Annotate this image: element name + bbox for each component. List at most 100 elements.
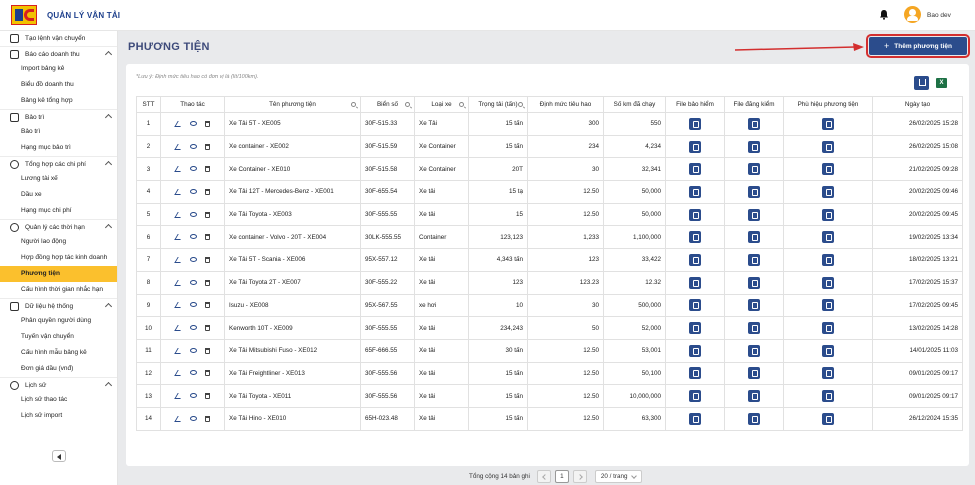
registration-file-button[interactable] <box>748 412 760 425</box>
registration-file-button[interactable] <box>748 299 760 312</box>
insurance-file-button[interactable] <box>689 344 701 357</box>
col-header[interactable]: Tên phương tiện <box>224 96 361 113</box>
edit-icon[interactable] <box>173 188 184 195</box>
sidebar-item-driver-salary[interactable]: Lương tài xế <box>21 175 58 182</box>
sidebar-group-revenue[interactable]: Báo cáo doanh thu <box>0 46 117 61</box>
search-icon[interactable] <box>351 102 356 107</box>
view-icon[interactable] <box>189 302 197 308</box>
view-icon[interactable] <box>189 256 197 262</box>
insurance-file-button[interactable] <box>689 299 701 312</box>
sidebar-item-revenue-chart[interactable]: Biểu đồ doanh thu <box>21 81 74 88</box>
sidebar-group-maintenance[interactable]: Bảo trì <box>0 109 117 124</box>
view-icon[interactable] <box>189 347 197 353</box>
edit-icon[interactable] <box>173 120 184 127</box>
sidebar-group-deadlines[interactable]: Quản lý các thời hạn <box>0 219 117 234</box>
delete-icon[interactable] <box>204 120 210 127</box>
view-icon[interactable] <box>189 325 197 331</box>
export-button[interactable] <box>914 76 929 90</box>
badge-file-button[interactable] <box>822 208 834 221</box>
insurance-file-button[interactable] <box>689 322 701 335</box>
badge-file-button[interactable] <box>822 140 834 153</box>
bell-icon[interactable] <box>879 9 889 20</box>
insurance-file-button[interactable] <box>689 140 701 153</box>
edit-icon[interactable] <box>173 234 184 241</box>
search-icon[interactable] <box>405 102 410 107</box>
sidebar-item-fuel[interactable]: Dầu xe <box>21 191 42 198</box>
insurance-file-button[interactable] <box>689 253 701 266</box>
insurance-file-button[interactable] <box>689 390 701 403</box>
badge-file-button[interactable] <box>822 276 834 289</box>
registration-file-button[interactable] <box>748 367 760 380</box>
sidebar-item-workers[interactable]: Người lao động <box>21 238 67 245</box>
registration-file-button[interactable] <box>748 208 760 221</box>
edit-icon[interactable] <box>173 393 184 400</box>
edit-icon[interactable] <box>173 325 184 332</box>
sidebar-item-import-history[interactable]: Lịch sử import <box>21 412 63 419</box>
sidebar-item-template-config[interactable]: Cấu hình mẫu bảng kê <box>21 349 87 356</box>
registration-file-button[interactable] <box>748 117 760 130</box>
app-logo[interactable] <box>11 5 37 25</box>
next-page-button[interactable] <box>572 470 587 483</box>
registration-file-button[interactable] <box>748 276 760 289</box>
registration-file-button[interactable] <box>748 231 760 244</box>
delete-icon[interactable] <box>204 302 210 309</box>
view-icon[interactable] <box>189 393 197 399</box>
sidebar-item-contracts[interactable]: Hợp đồng hợp tác kinh doanh <box>21 254 108 261</box>
col-header[interactable]: STT <box>136 96 161 113</box>
badge-file-button[interactable] <box>822 231 834 244</box>
sidebar-group-system-data[interactable]: Dữ liệu hệ thống <box>0 298 117 313</box>
sidebar-item-maintenance-category[interactable]: Hạng mục bảo trì <box>21 144 71 151</box>
view-icon[interactable] <box>189 120 197 126</box>
badge-file-button[interactable] <box>822 344 834 357</box>
badge-file-button[interactable] <box>822 163 834 176</box>
badge-file-button[interactable] <box>822 390 834 403</box>
prev-page-button[interactable] <box>536 470 551 483</box>
delete-icon[interactable] <box>204 211 210 218</box>
view-icon[interactable] <box>189 370 197 376</box>
delete-icon[interactable] <box>204 166 210 173</box>
edit-icon[interactable] <box>173 302 184 309</box>
col-header[interactable]: Ngày tạo <box>872 96 963 113</box>
insurance-file-button[interactable] <box>689 276 701 289</box>
sidebar-item-routes[interactable]: Tuyến vận chuyển <box>21 333 74 340</box>
view-icon[interactable] <box>189 143 197 149</box>
edit-icon[interactable] <box>173 211 184 218</box>
badge-file-button[interactable] <box>822 117 834 130</box>
badge-file-button[interactable] <box>822 412 834 425</box>
search-icon[interactable] <box>459 102 464 107</box>
insurance-file-button[interactable] <box>689 412 701 425</box>
insurance-file-button[interactable] <box>689 185 701 198</box>
delete-icon[interactable] <box>204 279 210 286</box>
col-header[interactable]: Trọng tải (tấn) <box>468 96 528 113</box>
edit-icon[interactable] <box>173 279 184 286</box>
excel-icon[interactable]: X <box>934 76 949 90</box>
registration-file-button[interactable] <box>748 253 760 266</box>
delete-icon[interactable] <box>204 325 210 332</box>
edit-icon[interactable] <box>173 347 184 354</box>
view-icon[interactable] <box>189 166 197 172</box>
sidebar-item-permissions[interactable]: Phân quyền người dùng <box>21 317 92 324</box>
col-header[interactable]: Định mức tiêu hao <box>527 96 604 113</box>
registration-file-button[interactable] <box>748 163 760 176</box>
registration-file-button[interactable] <box>748 185 760 198</box>
delete-icon[interactable] <box>204 370 210 377</box>
delete-icon[interactable] <box>204 347 210 354</box>
sidebar-item-import[interactable]: Import bảng kê <box>21 65 65 72</box>
search-icon[interactable] <box>518 102 523 107</box>
sidebar-item-maintenance[interactable]: Bảo trì <box>21 128 41 135</box>
badge-file-button[interactable] <box>822 322 834 335</box>
badge-file-button[interactable] <box>822 253 834 266</box>
sidebar-item-create-order[interactable]: Tạo lệnh vận chuyển <box>0 31 117 46</box>
badge-file-button[interactable] <box>822 299 834 312</box>
sidebar-item-reminder-config[interactable]: Cấu hình thời gian nhắc hạn <box>21 286 103 293</box>
delete-icon[interactable] <box>204 234 210 241</box>
insurance-file-button[interactable] <box>689 117 701 130</box>
add-vehicle-button[interactable]: + Thêm phương tiện <box>866 34 970 58</box>
view-icon[interactable] <box>189 188 197 194</box>
sidebar-item-action-history[interactable]: Lịch sử thao tác <box>21 396 68 403</box>
page-size-select[interactable]: 20 / trang <box>594 470 642 483</box>
sidebar-item-cost-category[interactable]: Hạng mục chi phí <box>21 207 72 214</box>
edit-icon[interactable] <box>173 256 184 263</box>
insurance-file-button[interactable] <box>689 208 701 221</box>
sidebar-group-costs[interactable]: Tổng hợp các chi phí <box>0 156 117 171</box>
